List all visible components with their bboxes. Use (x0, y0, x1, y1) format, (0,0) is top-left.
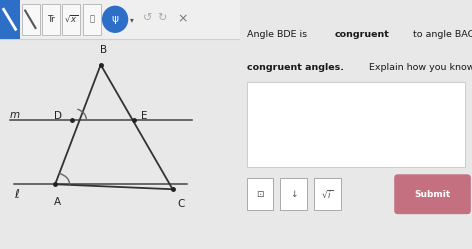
Text: ↓: ↓ (290, 190, 297, 199)
Bar (280, 178, 307, 210)
Text: ×: × (177, 13, 187, 26)
Text: Submit: Submit (414, 190, 451, 199)
Text: A: A (54, 197, 61, 207)
Text: Tr: Tr (47, 15, 55, 24)
Text: B: B (100, 45, 107, 55)
Bar (247, 82, 465, 167)
Text: ↺: ↺ (143, 13, 152, 23)
Text: congruent angles.: congruent angles. (247, 63, 344, 72)
Text: ψ: ψ (111, 14, 118, 24)
Text: ℓ: ℓ (14, 188, 19, 201)
Bar (83, 4, 101, 35)
Text: to angle BAC. Name another pair of: to angle BAC. Name another pair of (411, 30, 472, 39)
Text: Explain how you know.: Explain how you know. (366, 63, 472, 72)
Text: congruent: congruent (335, 30, 390, 39)
Circle shape (102, 6, 127, 32)
Text: Angle BDE is: Angle BDE is (247, 30, 310, 39)
Bar (0, 0, 240, 39)
Bar (42, 4, 60, 35)
Text: ↻: ↻ (157, 13, 167, 23)
Text: $\sqrt{x}$: $\sqrt{x}$ (64, 14, 79, 25)
Bar (0, 0, 20, 39)
Text: 🔗: 🔗 (89, 15, 94, 24)
Text: C: C (177, 199, 185, 209)
Text: ▾: ▾ (130, 15, 134, 24)
Text: ⊡: ⊡ (256, 190, 264, 199)
Bar (62, 4, 80, 35)
Text: E: E (142, 111, 148, 121)
Text: D: D (54, 111, 62, 121)
Bar (247, 178, 273, 210)
Bar (22, 4, 40, 35)
Text: m: m (9, 110, 19, 120)
Bar (314, 178, 341, 210)
FancyBboxPatch shape (394, 174, 471, 214)
Text: $\sqrt{i}$: $\sqrt{i}$ (321, 188, 334, 200)
